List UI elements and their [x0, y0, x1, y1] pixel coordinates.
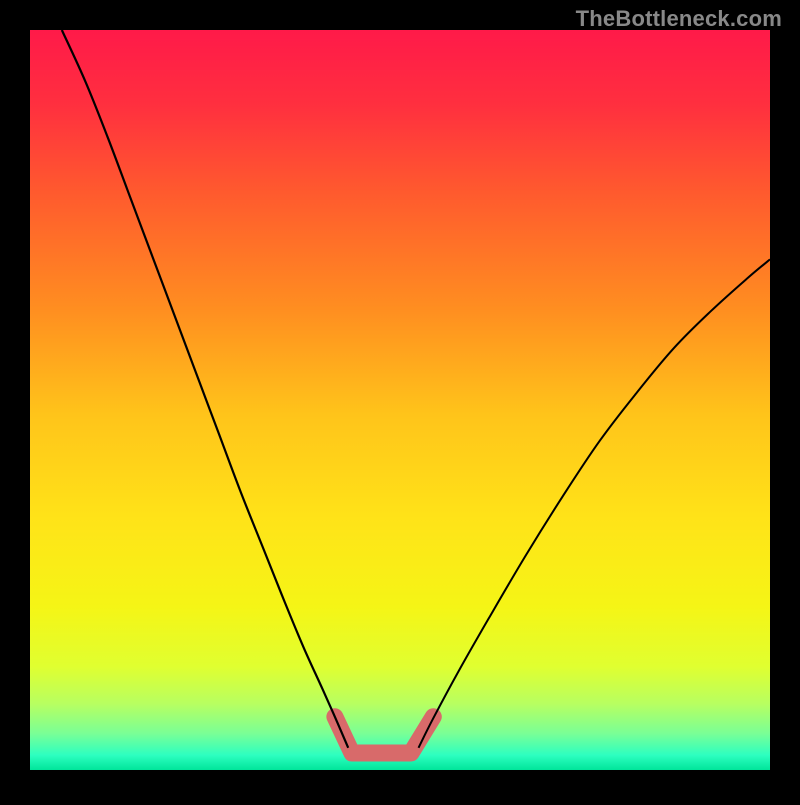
plot-area [30, 30, 770, 770]
chart-container [0, 0, 800, 805]
bottleneck-chart [0, 0, 800, 800]
watermark-text: TheBottleneck.com [576, 6, 782, 32]
